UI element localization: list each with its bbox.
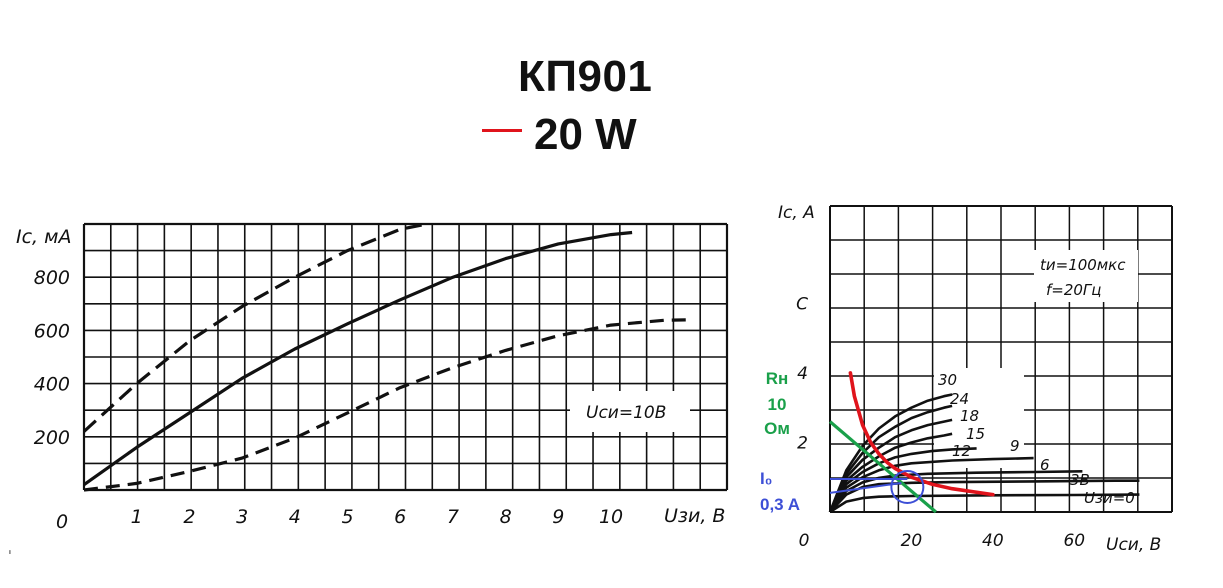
curve-label: 15 [966,425,985,443]
series-line-24 [828,404,953,513]
quiescent-current-label-1: I₀ [760,469,772,488]
annotation-label: Uси=10B [586,403,666,423]
transfer-characteristic-chart: Uси=10B 1 2 3 4 5 6 7 8 9 10 200 400 600 800 0 Iс, мA Uзи… [16,222,729,533]
origin-label: 0 [56,511,68,533]
x-axis-label: Uзи, B [664,505,725,527]
annotation-box [570,391,690,432]
x-tick-label: 60 [1063,531,1085,551]
x-tick-label: 9 [552,506,564,528]
load-resistance-label-1: Rн [766,369,789,388]
y-tick-label: 200 [34,427,70,449]
series-line-30 [828,393,953,513]
x-tick-label: 10 [599,506,623,528]
y-axis-label: Iс, мA [16,226,71,248]
x-tick-label: 40 [982,531,1004,551]
y-tick-label: 2 [797,433,808,453]
origin-label: 0 [799,531,810,551]
curve-label: 6 [1040,456,1050,474]
load-resistance-label-2: 10 [768,395,787,414]
series-line-1 [82,222,427,433]
curve-label-area [934,368,1024,468]
series-line-2 [83,230,633,487]
y-tick-label: 400 [34,374,70,396]
curve-label: 18 [960,407,979,425]
x-tick-label: 1 [131,506,143,528]
x-tick-label: 5 [341,506,353,528]
series-line-3B [829,479,1140,513]
series-line-12 [828,447,977,513]
curve-label: 30 [938,371,957,389]
x-tick-label: 8 [500,506,512,528]
x-tick-label: 7 [447,506,459,528]
series-line-18 [828,418,953,513]
series-line-15 [828,432,953,513]
quiescent-current-label-2: 0,3 A [760,495,800,514]
y-tick-label: 4 [797,364,808,384]
curve-label: 9 [1010,437,1020,455]
y-axis-label: Iс, A [778,203,815,223]
x-tick-label: 20 [901,531,923,551]
load-line [828,420,937,514]
x-tick-label: 3 [236,506,248,528]
page-title: КП901 [518,52,653,101]
curve-label: 3B [1070,471,1090,489]
stray-mark: ˌ [8,540,12,556]
series-line-9 [828,456,1034,513]
curve-label: 12 [952,442,971,460]
x-tick-label: 4 [289,506,301,528]
curve-label: Uзи=0 [1084,489,1135,507]
y-tick-label: C [796,294,808,314]
title-block: КП901 20 W [0,0,1223,170]
annotation-line-1: tи=100мкс [1040,256,1126,274]
power-legend-label: 20 W [534,110,637,159]
x-tick-label: 2 [183,506,195,528]
x-axis-label: Uси, B [1106,535,1161,555]
annotation-box [1034,250,1138,302]
bias-pointer-line [829,481,902,494]
y-tick-label: 800 [34,267,70,289]
annotation-line-2: f=20Гц [1046,281,1102,299]
operating-point-circle [890,469,925,504]
y-tick-label: 600 [34,320,70,342]
series-line-3 [83,318,691,492]
x-tick-label: 6 [394,506,406,528]
power-legend-swatch [482,129,522,132]
load-resistance-label-3: Ом [764,419,790,438]
power-limit-curve [848,371,995,497]
curve-label: 24 [950,390,969,408]
